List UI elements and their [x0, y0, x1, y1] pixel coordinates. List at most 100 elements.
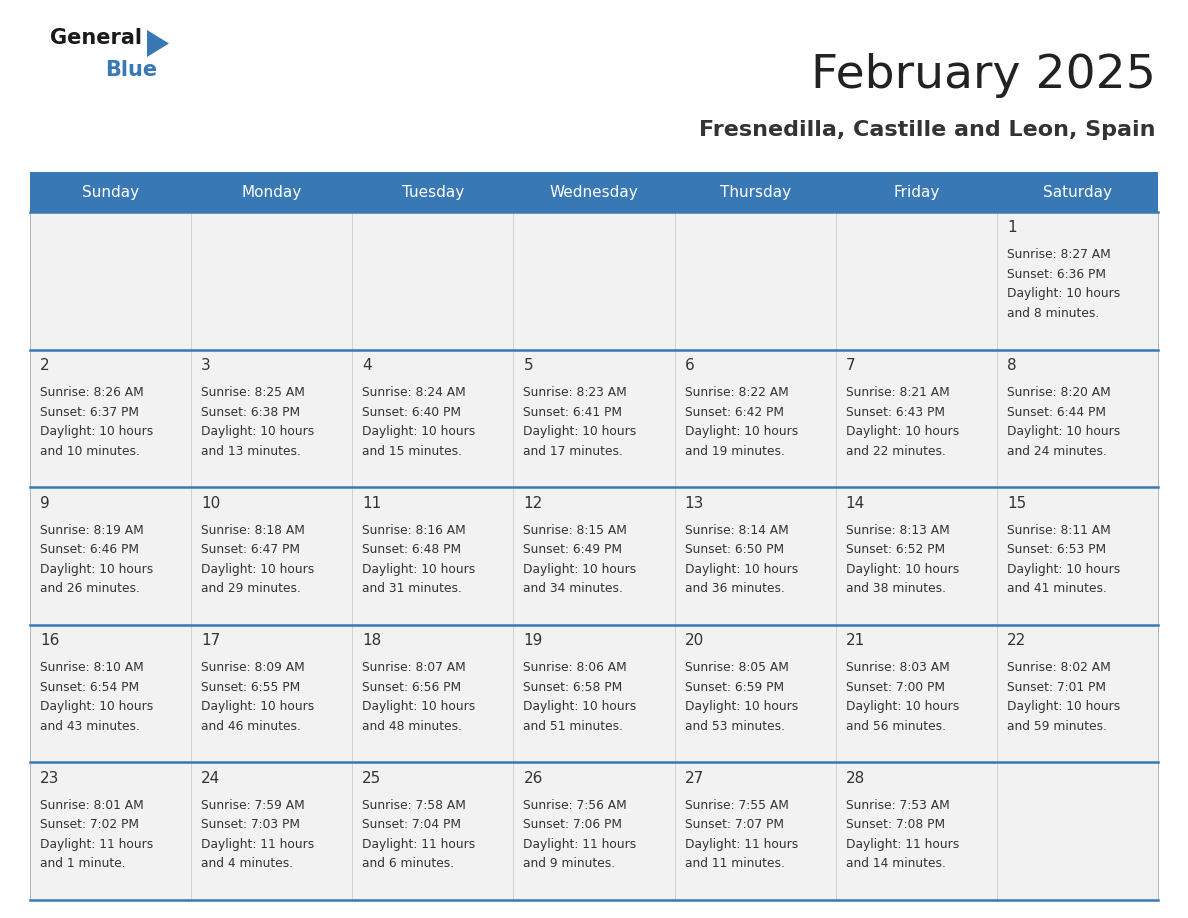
Text: Sunrise: 8:07 AM: Sunrise: 8:07 AM: [362, 661, 466, 675]
Text: Sunset: 6:48 PM: Sunset: 6:48 PM: [362, 543, 461, 556]
Text: Sunset: 6:52 PM: Sunset: 6:52 PM: [846, 543, 944, 556]
Bar: [513, 212, 675, 350]
Text: Wednesday: Wednesday: [550, 185, 638, 199]
Text: Sunrise: 8:14 AM: Sunrise: 8:14 AM: [684, 523, 789, 537]
Text: Daylight: 10 hours: Daylight: 10 hours: [362, 563, 475, 576]
Text: 28: 28: [846, 771, 865, 786]
Text: and 14 minutes.: and 14 minutes.: [846, 857, 946, 870]
Bar: [30, 487, 191, 625]
Text: Sunset: 6:50 PM: Sunset: 6:50 PM: [684, 543, 784, 556]
Text: and 13 minutes.: and 13 minutes.: [201, 444, 301, 457]
Text: Sunset: 6:40 PM: Sunset: 6:40 PM: [362, 406, 461, 419]
Text: Sunrise: 7:53 AM: Sunrise: 7:53 AM: [846, 799, 949, 812]
Bar: [997, 625, 1158, 763]
Text: Sunset: 6:38 PM: Sunset: 6:38 PM: [201, 406, 301, 419]
Text: 20: 20: [684, 633, 703, 648]
Text: Sunset: 7:02 PM: Sunset: 7:02 PM: [40, 819, 139, 832]
Text: and 59 minutes.: and 59 minutes.: [1007, 720, 1107, 733]
Text: Daylight: 11 hours: Daylight: 11 hours: [40, 838, 153, 851]
Text: Sunset: 6:47 PM: Sunset: 6:47 PM: [201, 543, 301, 556]
Text: and 10 minutes.: and 10 minutes.: [40, 444, 140, 457]
Bar: [997, 350, 1158, 487]
Text: Sunday: Sunday: [82, 185, 139, 199]
Bar: [30, 350, 191, 487]
Text: Sunrise: 7:55 AM: Sunrise: 7:55 AM: [684, 799, 789, 812]
Text: and 24 minutes.: and 24 minutes.: [1007, 444, 1107, 457]
Bar: [835, 212, 997, 350]
Text: Sunrise: 8:10 AM: Sunrise: 8:10 AM: [40, 661, 144, 675]
Text: 6: 6: [684, 358, 694, 373]
Bar: [835, 763, 997, 900]
Text: 25: 25: [362, 771, 381, 786]
Bar: [513, 350, 675, 487]
Text: Daylight: 10 hours: Daylight: 10 hours: [524, 700, 637, 713]
Text: Sunset: 6:53 PM: Sunset: 6:53 PM: [1007, 543, 1106, 556]
Bar: [997, 212, 1158, 350]
Text: and 17 minutes.: and 17 minutes.: [524, 444, 624, 457]
Text: and 41 minutes.: and 41 minutes.: [1007, 582, 1107, 595]
Text: and 11 minutes.: and 11 minutes.: [684, 857, 784, 870]
Text: Daylight: 10 hours: Daylight: 10 hours: [201, 700, 315, 713]
Bar: [353, 350, 513, 487]
Bar: [675, 212, 835, 350]
Bar: [675, 625, 835, 763]
Text: and 56 minutes.: and 56 minutes.: [846, 720, 946, 733]
Text: Sunset: 6:46 PM: Sunset: 6:46 PM: [40, 543, 139, 556]
Bar: [513, 763, 675, 900]
Text: 2: 2: [40, 358, 50, 373]
Text: 7: 7: [846, 358, 855, 373]
Text: Sunrise: 8:19 AM: Sunrise: 8:19 AM: [40, 523, 144, 537]
Text: and 15 minutes.: and 15 minutes.: [362, 444, 462, 457]
Text: 10: 10: [201, 496, 221, 510]
Text: and 53 minutes.: and 53 minutes.: [684, 720, 784, 733]
Bar: [675, 487, 835, 625]
Text: Sunset: 7:01 PM: Sunset: 7:01 PM: [1007, 681, 1106, 694]
Text: Daylight: 10 hours: Daylight: 10 hours: [201, 425, 315, 438]
Bar: [191, 625, 353, 763]
Text: Sunrise: 8:22 AM: Sunrise: 8:22 AM: [684, 386, 789, 399]
Text: 14: 14: [846, 496, 865, 510]
Text: Sunrise: 8:06 AM: Sunrise: 8:06 AM: [524, 661, 627, 675]
Bar: [30, 763, 191, 900]
Text: Daylight: 11 hours: Daylight: 11 hours: [362, 838, 475, 851]
Text: Sunset: 6:54 PM: Sunset: 6:54 PM: [40, 681, 139, 694]
Text: Sunrise: 8:01 AM: Sunrise: 8:01 AM: [40, 799, 144, 812]
Text: Monday: Monday: [241, 185, 302, 199]
Text: Sunset: 6:49 PM: Sunset: 6:49 PM: [524, 543, 623, 556]
Text: 16: 16: [40, 633, 59, 648]
Text: Sunset: 6:55 PM: Sunset: 6:55 PM: [201, 681, 301, 694]
Text: Friday: Friday: [893, 185, 940, 199]
Text: and 48 minutes.: and 48 minutes.: [362, 720, 462, 733]
Text: 24: 24: [201, 771, 221, 786]
Text: Daylight: 10 hours: Daylight: 10 hours: [1007, 700, 1120, 713]
Text: 11: 11: [362, 496, 381, 510]
Text: General: General: [50, 28, 143, 48]
Text: Sunrise: 8:05 AM: Sunrise: 8:05 AM: [684, 661, 789, 675]
Text: Sunset: 7:06 PM: Sunset: 7:06 PM: [524, 819, 623, 832]
Text: 5: 5: [524, 358, 533, 373]
Text: Daylight: 10 hours: Daylight: 10 hours: [684, 425, 798, 438]
Text: Sunset: 6:58 PM: Sunset: 6:58 PM: [524, 681, 623, 694]
Text: and 19 minutes.: and 19 minutes.: [684, 444, 784, 457]
Text: and 38 minutes.: and 38 minutes.: [846, 582, 946, 595]
Bar: [191, 350, 353, 487]
Text: Sunrise: 7:58 AM: Sunrise: 7:58 AM: [362, 799, 466, 812]
Text: Daylight: 11 hours: Daylight: 11 hours: [684, 838, 798, 851]
Bar: [835, 350, 997, 487]
Bar: [353, 763, 513, 900]
Polygon shape: [147, 30, 169, 57]
Text: 22: 22: [1007, 633, 1026, 648]
Text: Daylight: 10 hours: Daylight: 10 hours: [40, 563, 153, 576]
Text: Sunrise: 8:20 AM: Sunrise: 8:20 AM: [1007, 386, 1111, 399]
Text: Saturday: Saturday: [1043, 185, 1112, 199]
Text: 18: 18: [362, 633, 381, 648]
Text: Sunset: 6:59 PM: Sunset: 6:59 PM: [684, 681, 784, 694]
Text: Sunrise: 8:11 AM: Sunrise: 8:11 AM: [1007, 523, 1111, 537]
Text: Daylight: 10 hours: Daylight: 10 hours: [846, 425, 959, 438]
Text: 15: 15: [1007, 496, 1026, 510]
Text: Thursday: Thursday: [720, 185, 791, 199]
Text: February 2025: February 2025: [811, 52, 1156, 97]
Text: Sunset: 6:36 PM: Sunset: 6:36 PM: [1007, 268, 1106, 281]
Bar: [30, 212, 191, 350]
Bar: [353, 212, 513, 350]
